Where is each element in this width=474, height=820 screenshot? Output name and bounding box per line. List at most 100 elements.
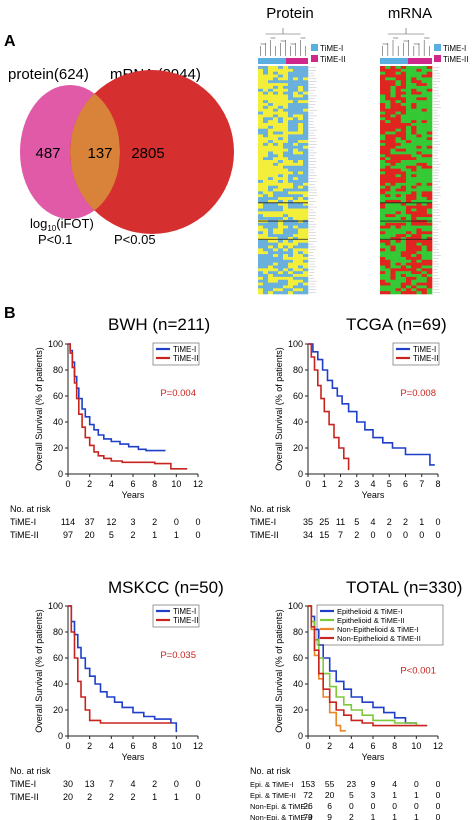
- heatmap-cell: [380, 219, 386, 224]
- heatmap-cell: [416, 185, 422, 189]
- heatmap-cell: [283, 265, 289, 269]
- heatmap-cell: [416, 154, 422, 158]
- heatmap-cell: [273, 140, 279, 144]
- heatmap-cell: [298, 231, 304, 235]
- heatmap-cell: [293, 145, 299, 149]
- heatmap-cell: [400, 74, 407, 78]
- heatmap-cell: [288, 80, 294, 84]
- heatmap-cell: [268, 234, 274, 238]
- heatmap-cell: [385, 211, 391, 215]
- heatmap-cell: [278, 74, 284, 78]
- heatmap-cell: [406, 214, 412, 218]
- heatmap-cell: [273, 182, 279, 186]
- heatmap-cell: [283, 88, 289, 92]
- heatmap-cell: [268, 97, 274, 101]
- heatmap-cell: [283, 219, 289, 224]
- heatmap-cell: [421, 239, 428, 243]
- heatmap-cell: [288, 151, 294, 155]
- heatmap-cell: [416, 111, 422, 115]
- heatmap-cell: [303, 154, 309, 158]
- heatmap-cell: [258, 188, 264, 192]
- heatmap-cell: [385, 254, 391, 258]
- heatmap-cell: [416, 239, 422, 243]
- heatmap-cell: [273, 111, 279, 115]
- heatmap-cell: [395, 134, 402, 138]
- heatmap-cell: [293, 279, 299, 283]
- venn-protein-title: protein(624): [8, 66, 89, 83]
- heatmap-cell: [380, 256, 386, 261]
- heatmap-cell: [411, 271, 417, 275]
- heatmap-cell: [416, 151, 422, 155]
- heatmap-cell: [395, 114, 402, 118]
- heatmap-cell: [268, 237, 274, 241]
- heatmap-cell: [293, 239, 299, 243]
- heatmap-cell: [273, 71, 279, 75]
- heatmap-cell: [406, 91, 412, 95]
- heatmap-cell: [406, 276, 412, 281]
- heatmap-cell: [268, 194, 274, 198]
- heatmap-cell: [395, 225, 402, 229]
- heatmap-cell: [426, 205, 433, 209]
- heatmap-cell: [293, 171, 299, 175]
- heatmap-cell: [380, 245, 386, 249]
- heatmap-cell: [421, 108, 428, 112]
- heatmap-cell: [406, 245, 412, 249]
- legend-entry: TiME-II: [413, 354, 438, 363]
- legend-entry: TiME-I: [173, 345, 196, 354]
- heatmap-cell: [416, 180, 422, 184]
- heatmap-cell: [303, 74, 309, 78]
- heatmap-cell: [411, 128, 417, 132]
- heatmap-cell: [395, 202, 402, 206]
- heatmap-cell: [400, 145, 407, 149]
- heatmap-cell: [273, 205, 279, 209]
- heatmap-cell: [298, 103, 304, 107]
- y-tick-label: 100: [48, 339, 63, 349]
- heatmap-cell: [293, 165, 299, 169]
- heatmap-cell: [288, 105, 294, 110]
- heatmap-cell: [298, 182, 304, 186]
- heatmap-cell: [406, 162, 412, 167]
- heatmap-cell: [426, 237, 433, 241]
- heatmap-cell: [273, 262, 279, 266]
- heatmap-cell: [406, 188, 412, 192]
- heatmap-cell: [283, 282, 289, 286]
- heatmap-cell: [263, 219, 269, 224]
- heatmap-cell: [273, 66, 279, 70]
- heatmap-cell: [400, 251, 407, 255]
- venn-overlap-region: [70, 94, 120, 210]
- heatmap-cell: [278, 83, 284, 87]
- heatmap-cell: [278, 219, 284, 224]
- heatmap-cell: [426, 291, 433, 295]
- heatmap-cell: [380, 125, 386, 129]
- heatmap-cell: [380, 265, 386, 269]
- heatmap-cell: [298, 219, 304, 224]
- heatmap-cell: [390, 222, 396, 226]
- heatmap-cell: [263, 105, 269, 110]
- heatmap-cell: [263, 242, 269, 246]
- heatmap-cell: [390, 191, 396, 195]
- heatmap-cell: [288, 248, 294, 252]
- heatmap-cell: [416, 100, 422, 104]
- heatmap-cell: [273, 83, 279, 87]
- heatmap-cell: [268, 211, 274, 215]
- heatmap-cell: [268, 168, 274, 172]
- heatmap-cell: [385, 100, 391, 104]
- heatmap-cell: [258, 191, 264, 195]
- heatmap-cell: [263, 137, 269, 141]
- heatmap-cell: [263, 140, 269, 144]
- heatmap-cell: [298, 188, 304, 192]
- heatmap-cell: [421, 180, 428, 184]
- heatmap-cell: [416, 125, 422, 129]
- heatmap-cell: [395, 145, 402, 149]
- heatmap-cell: [303, 97, 309, 101]
- heatmap-cell: [380, 123, 386, 127]
- heatmap-cell: [385, 239, 391, 243]
- heatmap-cell: [263, 251, 269, 255]
- heatmap-cell: [293, 191, 299, 195]
- heatmap-cell: [278, 77, 284, 81]
- heatmap-cell: [288, 140, 294, 144]
- heatmap-cell: [385, 77, 391, 81]
- heatmap-cell: [416, 228, 422, 232]
- panel-b-label: B: [4, 305, 16, 322]
- series-line: [308, 343, 350, 471]
